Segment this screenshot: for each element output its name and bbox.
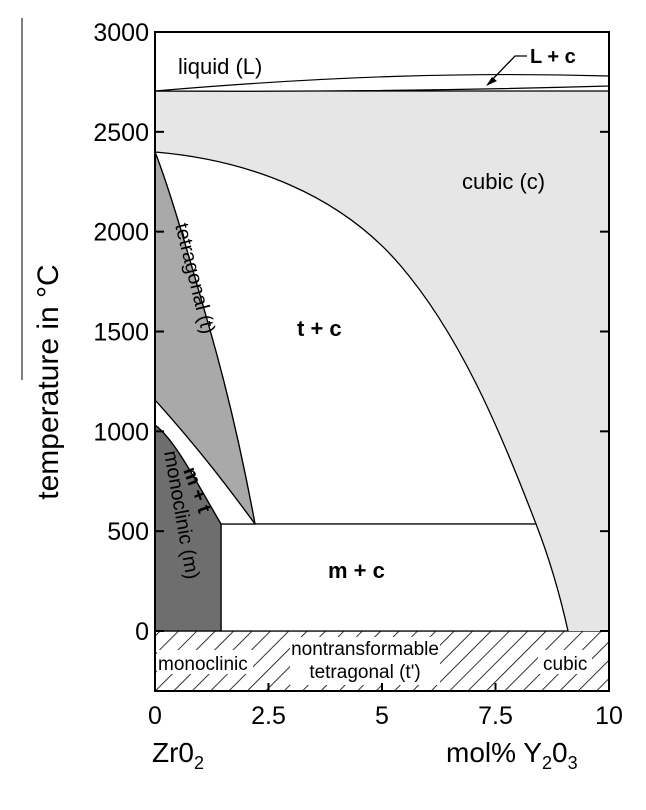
y-tick-label: 2500 (93, 119, 149, 147)
y-axis-label: temperature in °C (32, 264, 65, 499)
label-bg-monoclinic (157, 650, 253, 674)
y-tick-label: 0 (135, 618, 149, 646)
label-nontransformable: nontransformable (291, 639, 439, 660)
lc-leader-arrow (486, 77, 497, 86)
y-axis-ticks: 0 500 1000 1500 2000 2500 3000 (93, 19, 609, 646)
label-bottom-cubic: cubic (543, 654, 587, 675)
y-tick-label: 1500 (93, 319, 149, 347)
label-cubic: cubic (c) (462, 169, 545, 194)
x-axis-label-right-mid: 0 (552, 737, 568, 768)
y-tick-label: 500 (107, 518, 149, 546)
x-axis-label-left-sub: 2 (194, 753, 204, 773)
x-tick-label: 10 (595, 702, 623, 730)
x-tick-label: 2.5 (251, 702, 286, 730)
label-liquid: liquid (L) (178, 54, 262, 79)
label-bg-cubic (538, 650, 592, 674)
x-axis-label-right-main: mol% Y (446, 737, 542, 768)
label-bg-nontransformable (290, 637, 440, 685)
x-tick-label: 7.5 (478, 702, 513, 730)
x-axis-label-right-sub2: 3 (568, 753, 578, 773)
x-tick-label: 5 (375, 702, 389, 730)
y-tick-label: 1000 (93, 418, 149, 446)
m-plus-c-region (220, 523, 569, 632)
label-liquid-cubic: L + c (530, 46, 576, 68)
label-nontransformable-tetragonal: tetragonal (t') (309, 662, 420, 683)
y-tick-label: 3000 (93, 19, 149, 47)
monoclinic-region (154, 400, 222, 632)
y-tick-label: 2000 (93, 219, 149, 247)
x-axis-label-left-main: Zr0 (152, 737, 194, 768)
x-axis-label-left: Zr02 (152, 737, 204, 773)
x-tick-label: 0 (148, 702, 162, 730)
x-axis-label-right: mol% Y203 (446, 737, 578, 773)
x-axis-ticks: 0 2.5 5 7.5 10 (148, 683, 623, 730)
lc-leader-line (489, 55, 527, 83)
x-axis-label-right-sub1: 2 (542, 753, 552, 773)
label-t-plus-c: t + c (297, 316, 342, 341)
label-m-plus-c: m + c (328, 558, 385, 583)
label-bottom-monoclinic: monoclinic (158, 654, 248, 675)
